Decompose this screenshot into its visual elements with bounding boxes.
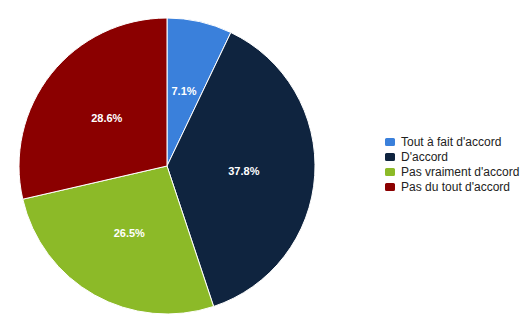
svg-text:Pas du tout d'accord: Pas du tout d'accord bbox=[401, 180, 510, 194]
svg-text:26.5%: 26.5% bbox=[114, 227, 145, 239]
svg-text:37.8%: 37.8% bbox=[228, 165, 259, 177]
svg-text:Pas vraiment d'accord: Pas vraiment d'accord bbox=[401, 165, 519, 179]
svg-text:Tout à fait d'accord: Tout à fait d'accord bbox=[401, 135, 501, 149]
svg-text:28.6%: 28.6% bbox=[91, 112, 122, 124]
svg-text:D'accord: D'accord bbox=[401, 150, 448, 164]
svg-text:7.1%: 7.1% bbox=[171, 85, 196, 97]
